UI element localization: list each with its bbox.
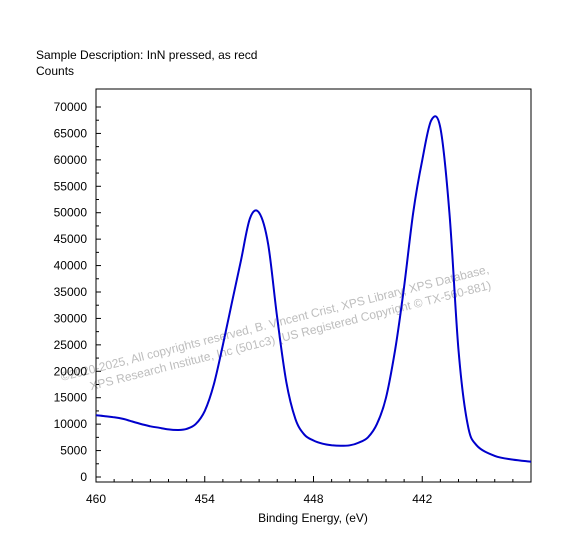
y-tick-label: 0 (80, 470, 87, 484)
y-tick-label: 30000 (54, 311, 88, 325)
y-tick-label: 55000 (54, 179, 88, 193)
watermark-line1: ©2020-2025, All copyrights reserved, B. … (59, 262, 490, 384)
watermark-line2: XPS Research Institute, Inc (501c3) (US … (88, 278, 492, 393)
y-tick-label: 65000 (54, 126, 88, 140)
x-tick-label: 442 (412, 492, 432, 506)
y-tick-label: 40000 (54, 259, 88, 273)
y-tick-label: 50000 (54, 206, 88, 220)
y-tick-label: 10000 (54, 417, 88, 431)
y-tick-label: 25000 (54, 338, 88, 352)
y-tick-label: 5000 (60, 444, 87, 458)
y-axis-ticks: 0 5000 10000 15000 20000 25000 30000 35000 40000… (54, 100, 101, 484)
y-tick-label: 35000 (54, 285, 88, 299)
y-tick-label: 60000 (54, 153, 88, 167)
series-layer (95, 115, 532, 463)
y-tick-label: 70000 (54, 100, 88, 114)
x-tick-label: 454 (195, 492, 215, 506)
y-tick-label: 20000 (54, 364, 88, 378)
watermark: ©2020-2025, All copyrights reserved, B. … (59, 262, 492, 393)
y-axis-title: Counts (36, 64, 74, 78)
y-tick-label: 45000 (54, 232, 88, 246)
series-line-1 (95, 115, 532, 463)
x-tick-label: 448 (303, 492, 323, 506)
y-tick-label: 15000 (54, 391, 88, 405)
x-axis-ticks: 460 454 448 442 (86, 476, 532, 506)
x-tick-label: 460 (86, 492, 106, 506)
x-axis-label: Binding Energy, (eV) (258, 511, 368, 525)
sample-description: Sample Description: InN pressed, as recd (36, 48, 257, 62)
